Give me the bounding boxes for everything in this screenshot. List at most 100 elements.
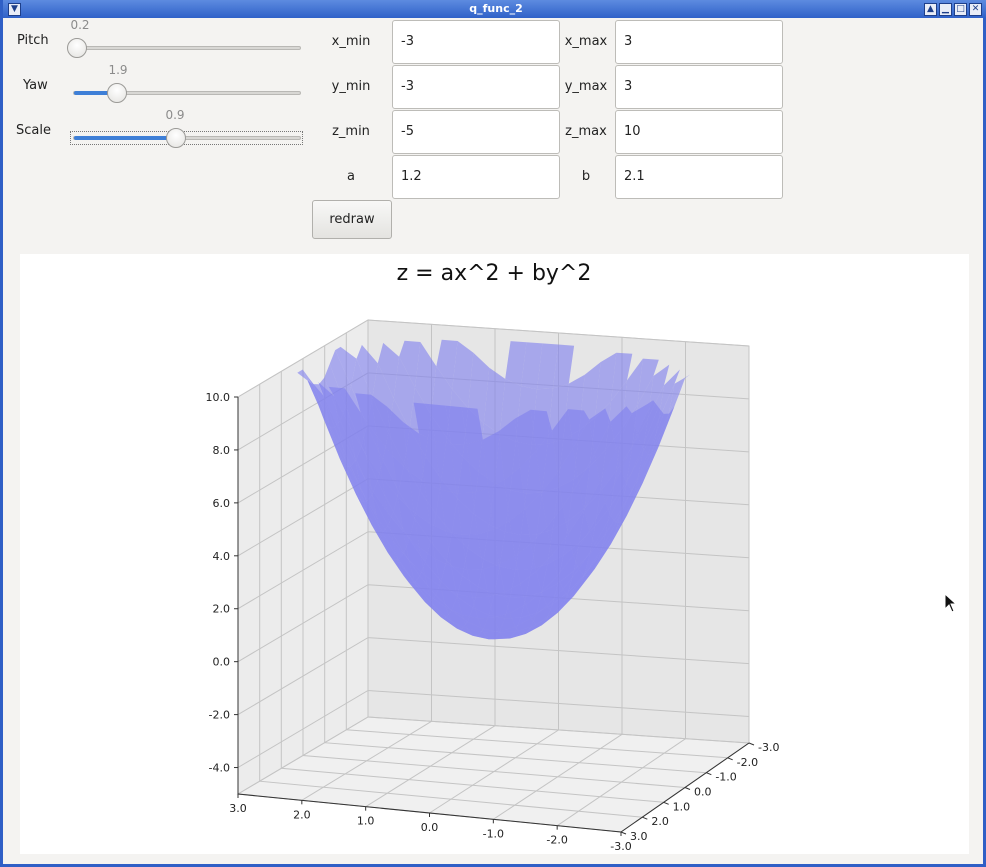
pitch-value: 0.2 — [70, 18, 90, 32]
y-tick-label: 3.0 — [630, 830, 648, 843]
surface-patch — [413, 402, 436, 441]
surface-patch — [398, 497, 420, 548]
maximize-icon[interactable]: □ — [954, 3, 967, 16]
tick-labels: -4.0-2.00.02.04.06.08.010.03.0 2.0 1.0 0.0-… — [206, 391, 780, 853]
z-min-input[interactable]: -5 — [392, 110, 560, 154]
surface-patch — [350, 480, 372, 526]
surface-patch — [584, 481, 606, 531]
plot-panel: z = ax^2 + by^2 -4.0 -2.0 0.0 2.0 4.0 6.0 8.0 1… — [20, 254, 969, 854]
surface-patch — [387, 406, 409, 471]
surface-patch — [536, 554, 558, 593]
surface-patch — [345, 459, 367, 512]
surface-patch — [605, 515, 627, 552]
y-min-label: y_min — [331, 79, 371, 94]
surface-patch — [398, 561, 420, 595]
surface-patch — [451, 444, 473, 494]
surface-patch — [531, 605, 553, 626]
scale-value: 0.9 — [165, 108, 185, 122]
surface-patch — [509, 604, 531, 627]
surface-patch — [297, 369, 319, 406]
pitch-slider-handle[interactable] — [66, 38, 87, 58]
surface-patch — [377, 342, 400, 399]
a-label: a — [347, 169, 355, 184]
surface-patch — [435, 441, 457, 494]
y-min-input[interactable]: -3 — [392, 65, 560, 109]
scale-slider[interactable] — [73, 128, 301, 148]
surface-patch — [415, 342, 437, 415]
surface-patch — [451, 566, 473, 598]
surface-patch — [647, 413, 670, 455]
surface-patch — [573, 419, 595, 483]
surface-patch — [631, 454, 654, 491]
y-tick — [663, 801, 669, 805]
y-max-input[interactable]: 3 — [615, 65, 783, 109]
z-max-label: z_max — [565, 124, 607, 139]
surface-patch — [467, 628, 489, 640]
surface-patch — [376, 517, 399, 562]
surface-patch — [445, 405, 467, 445]
surface-patch — [376, 436, 398, 498]
surface-patch — [584, 551, 606, 576]
y-tick-label: 2.0 — [651, 815, 669, 828]
surface-patch — [429, 404, 451, 445]
surface-patch — [482, 431, 505, 489]
surface-patch — [498, 418, 521, 480]
surface-patch — [344, 388, 367, 455]
title-bar[interactable]: ▼ q_func_2 ▲ ▁ □ ✕ — [3, 0, 986, 18]
surface-patch — [589, 502, 611, 545]
surface-patch — [360, 412, 383, 478]
surface-patch — [467, 569, 489, 598]
z-max-input[interactable]: 10 — [615, 110, 783, 154]
surface-patch — [366, 511, 388, 553]
surface-patch — [578, 454, 600, 511]
surface-patch — [658, 369, 680, 421]
surface-patch — [621, 433, 643, 484]
surface-patch — [520, 625, 542, 634]
surface-patch — [594, 421, 616, 482]
shade-icon[interactable]: ▲ — [924, 3, 937, 16]
surface-patch — [595, 352, 617, 418]
redraw-button[interactable]: redraw — [312, 200, 392, 239]
a-input[interactable]: 1.2 — [392, 155, 560, 199]
x-max-input[interactable]: 3 — [615, 20, 783, 64]
yaw-slider-handle[interactable] — [106, 83, 127, 103]
surface-patch — [329, 423, 351, 481]
y-tick — [620, 831, 627, 835]
surface-patch — [546, 506, 569, 555]
surface-patch — [451, 621, 473, 636]
yaw-slider[interactable] — [73, 83, 301, 103]
y-tick-label: 0.0 — [694, 786, 712, 799]
b-input[interactable]: 2.1 — [615, 155, 783, 199]
x-min-input[interactable]: -3 — [392, 20, 560, 64]
surface-patch — [514, 543, 537, 584]
x-tick-label: 2.0 — [293, 808, 311, 821]
surface-patch — [504, 467, 526, 522]
yaw-slider-fill — [74, 91, 117, 95]
pitch-slider[interactable] — [66, 38, 301, 58]
window-menu-icon[interactable]: ▼ — [8, 3, 21, 16]
surface-patch — [509, 508, 531, 557]
surface-patch — [621, 483, 643, 523]
scale-slider-handle[interactable] — [165, 128, 186, 148]
surface-patch — [408, 470, 430, 524]
surface-patch — [387, 512, 409, 560]
surface-patch — [456, 492, 478, 535]
surface-patch — [461, 407, 483, 444]
surface-patch — [419, 433, 441, 490]
surface-patch — [520, 450, 542, 509]
x-tick-label: 3.0 — [229, 802, 247, 815]
minimize-icon[interactable]: ▁ — [939, 3, 952, 16]
close-icon[interactable]: ✕ — [969, 3, 982, 16]
surface-patch — [615, 413, 638, 471]
surface-plot[interactable]: z = ax^2 + by^2 -4.0 -2.0 0.0 2.0 4.0 6.0 8.0 1… — [20, 254, 969, 854]
surface-patch — [472, 596, 494, 619]
y-gridline — [259, 384, 643, 818]
surface-patch — [477, 617, 500, 633]
x-tick-label: -2.0 — [546, 834, 567, 847]
yaw-label: Yaw — [23, 78, 48, 93]
z-tick-label: 0.0 — [213, 656, 231, 669]
surface-patch — [339, 431, 361, 491]
surface-patch — [669, 374, 691, 412]
z-tick-label: 8.0 — [213, 444, 231, 457]
